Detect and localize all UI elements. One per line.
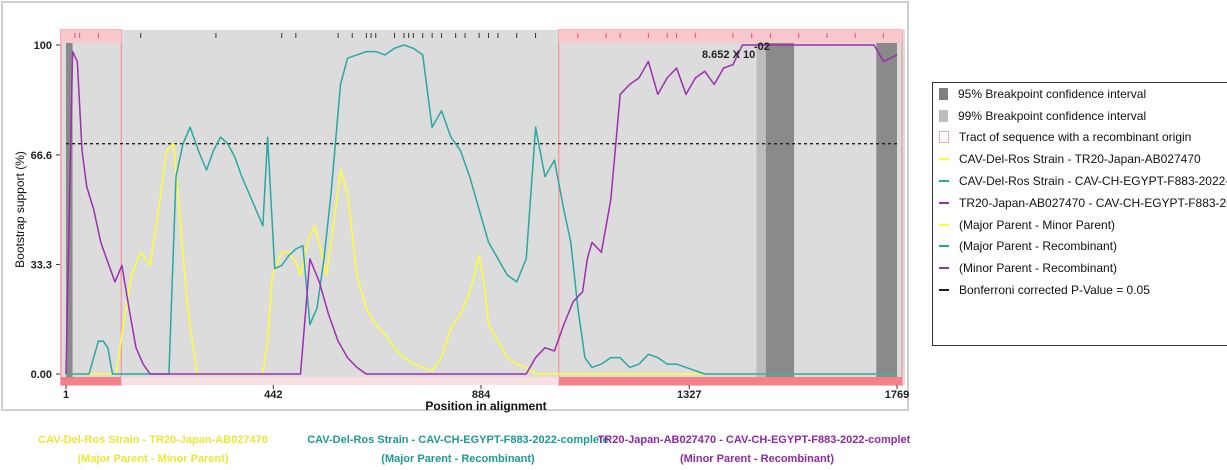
ci95-band — [876, 30, 897, 385]
legend-swatch — [939, 180, 949, 183]
legend-item: (Major Parent - Recombinant) — [933, 236, 1227, 258]
pair-label-3: TR20-Japan-AB027470 - CAV-CH-EGYPT-F883-… — [598, 434, 910, 446]
x-tick-label: 442 — [264, 389, 282, 401]
legend-label: (Major Parent - Minor Parent) — [959, 217, 1116, 232]
legend-item: 95% Breakpoint confidence interval — [933, 83, 1227, 105]
x-tick-label: 1327 — [677, 389, 701, 401]
x-tick-label: 1769 — [885, 389, 909, 401]
y-axis-title: Bootstrap support (%) — [13, 151, 27, 268]
legend-swatch — [939, 267, 949, 270]
series-line-3 — [65, 44, 898, 375]
legend-label: Tract of sequence with a recombinant ori… — [959, 130, 1192, 145]
legend-swatch — [939, 158, 949, 161]
legend-swatch — [939, 131, 949, 144]
tract-top-bar — [61, 30, 122, 43]
legend-item: CAV-Del-Ros Strain - CAV-CH-EGYPT-F883-2… — [933, 170, 1227, 192]
tract-bottom-bar — [61, 377, 122, 385]
x-tick-label: 884 — [472, 389, 491, 401]
legend-item: 99% Breakpoint confidence interval — [933, 105, 1227, 127]
y-tick-label: 66.6 — [31, 150, 52, 162]
legend-label: 95% Breakpoint confidence interval — [958, 86, 1147, 101]
legend-swatch — [939, 109, 948, 122]
pair-sublabel-1: (Major Parent - Minor Parent) — [78, 453, 229, 465]
y-tick-label: 33.3 — [31, 259, 52, 271]
chart-legend: 95% Breakpoint confidence interval 99% Br… — [932, 82, 1227, 346]
legend-item: (Minor Parent - Recombinant) — [933, 257, 1227, 279]
legend-label: 99% Breakpoint confidence interval — [958, 108, 1147, 123]
non-tract-bottom-bar — [121, 377, 559, 385]
x-axis-title: Position in alignment — [425, 399, 546, 413]
legend-swatch — [939, 87, 948, 100]
x-tick-label: 1 — [63, 389, 69, 401]
legend-item: Bonferroni corrected P-Value = 0.05 — [933, 279, 1227, 301]
legend-label: CAV-Del-Ros Strain - CAV-CH-EGYPT-F883-2… — [959, 174, 1227, 189]
series-line-1 — [66, 142, 897, 375]
series-line-2 — [66, 44, 897, 375]
legend-label: (Major Parent - Recombinant) — [959, 239, 1118, 254]
p-value-label: 8.652 X 10 — [702, 49, 755, 61]
legend-swatch — [939, 289, 949, 292]
legend-label: CAV-Del-Ros Strain - TR20-Japan-AB027470 — [959, 152, 1201, 167]
ci99-band — [756, 30, 766, 385]
legend-item: (Major Parent - Minor Parent) — [933, 214, 1227, 236]
pair-label-1: CAV-Del-Ros Strain - TR20-Japan-AB027470 — [38, 434, 268, 446]
legend-swatch — [939, 245, 949, 248]
legend-item: TR20-Japan-AB027470 - CAV-CH-EGYPT-F883-… — [933, 192, 1227, 214]
pair-sublabel-2: (Major Parent - Recombinant) — [381, 453, 535, 465]
tract-top-bar — [558, 30, 902, 43]
legend-item: Tract of sequence with a recombinant ori… — [933, 127, 1227, 149]
y-tick-label: 0.00 — [31, 369, 52, 381]
pair-label-2: CAV-Del-Ros Strain - CAV-CH-EGYPT-F883-2… — [307, 434, 609, 446]
legend-swatch — [939, 223, 949, 226]
p-value-exponent: -02 — [754, 41, 770, 53]
recombination-plot: 8.652 X 10 -02 0.00 33.3 66.6 100 1 442 884 1327 1… — [1, 1, 910, 465]
legend-swatch — [939, 201, 949, 204]
tract-bottom-bar — [558, 377, 902, 385]
legend-label: (Minor Parent - Recombinant) — [959, 261, 1118, 276]
y-tick-label: 100 — [34, 40, 52, 52]
ci95-band — [765, 30, 795, 385]
legend-item: CAV-Del-Ros Strain - TR20-Japan-AB027470 — [933, 148, 1227, 170]
legend-label: Bonferroni corrected P-Value = 0.05 — [959, 283, 1150, 298]
bootscan-chart: 8.652 X 10-02 0.00 33.3 66.6 100 1 442 884 1327 1… — [1, 1, 910, 465]
legend-label: TR20-Japan-AB027470 - CAV-CH-EGYPT-F883-… — [959, 195, 1227, 210]
pair-sublabel-3: (Minor Parent - Recombinant) — [680, 453, 834, 465]
